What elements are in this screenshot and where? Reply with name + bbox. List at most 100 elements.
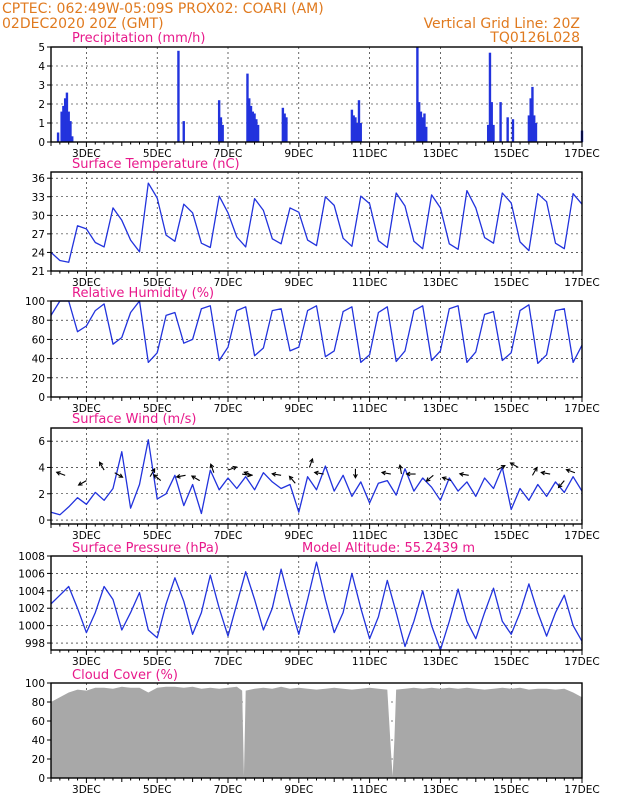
header-station: CPTEC: 062:49W-05:09S PROX02: COARI (AM) bbox=[2, 1, 324, 17]
precip-bar bbox=[423, 113, 426, 142]
wind-xtick-label: 15DEC bbox=[493, 530, 528, 542]
temp-xtick-label: 9DEC bbox=[284, 277, 313, 289]
header-model-id: TQ0126L028 bbox=[489, 30, 580, 46]
wind-arrow-shaft bbox=[442, 477, 452, 482]
temp-line bbox=[50, 182, 583, 263]
wind-arrow-head bbox=[441, 476, 447, 481]
pressure-ytick-label: 1008 bbox=[18, 551, 45, 563]
wind-arrow-head bbox=[509, 462, 515, 467]
pressure-frame bbox=[50, 555, 583, 651]
precip-bar bbox=[486, 124, 490, 142]
precip-bar bbox=[419, 111, 423, 142]
wind-arrow bbox=[152, 474, 162, 482]
wind-arrow-head bbox=[405, 471, 411, 477]
wind-arrow bbox=[175, 473, 186, 479]
precip-ytick-label: 2 bbox=[38, 99, 45, 111]
temp-title: Surface Temperature (nC) bbox=[72, 157, 240, 172]
wind-arrow bbox=[313, 470, 324, 476]
wind-ytick-label: 0 bbox=[38, 515, 45, 527]
precip-bar bbox=[531, 86, 534, 142]
precip-bar bbox=[248, 98, 251, 142]
wind-arrow-shaft bbox=[558, 480, 565, 488]
precip-bar bbox=[63, 98, 67, 142]
cloud-title: Cloud Cover (%) bbox=[72, 668, 178, 683]
model-altitude: Model Altitude: 55.2439 m bbox=[302, 541, 475, 556]
temp-panel: 21 24 27 30 33 36 3DEC 5DEC 7DEC 9DEC 11DEC 13DEC 15… bbox=[32, 171, 600, 289]
precip-bar bbox=[533, 115, 536, 142]
precip-bar bbox=[217, 100, 221, 142]
cloud-xtick-label: 17DEC bbox=[564, 784, 599, 796]
temp-xtick-label: 11DEC bbox=[352, 277, 387, 289]
precip-bar bbox=[56, 132, 60, 142]
wind-arrow bbox=[353, 468, 358, 479]
wind-xtick-label: 7DEC bbox=[214, 530, 243, 542]
precip-bar bbox=[359, 123, 362, 142]
precip-ytick-label: 3 bbox=[38, 80, 45, 92]
precip-ytick-label: 0 bbox=[38, 137, 45, 149]
wind-arrow-head bbox=[118, 473, 124, 478]
cloud-xtick-label: 15DEC bbox=[493, 784, 528, 796]
pressure-xtick-label: 11DEC bbox=[352, 656, 387, 668]
precip-bar bbox=[249, 105, 253, 142]
wind-arrow-shaft bbox=[78, 480, 87, 486]
humidity-xtick-label: 17DEC bbox=[564, 403, 599, 415]
humidity-ytick-label: 20 bbox=[32, 373, 45, 385]
cloud-xtick-label: 5DEC bbox=[143, 784, 172, 796]
wind-arrow-head bbox=[77, 481, 83, 486]
wind-arrow-head bbox=[99, 461, 104, 467]
wind-arrow-shaft bbox=[308, 458, 314, 468]
wind-arrow-head bbox=[243, 471, 249, 476]
wind-arrow bbox=[114, 472, 124, 478]
precip-bar bbox=[253, 113, 256, 142]
temp-ytick-label: 33 bbox=[32, 192, 45, 204]
precip-xtick-label: 15DEC bbox=[493, 148, 528, 160]
wind-ytick-label: 4 bbox=[38, 462, 45, 474]
cloud-panel: 0 20 40 60 80 100 3DEC 5DEC 7DEC 9DEC 11DEC 13DEC 15… bbox=[25, 678, 600, 796]
precip-bar bbox=[354, 117, 357, 142]
wind-arrow bbox=[380, 470, 391, 476]
header-date: 02DEC2020 20Z (GMT) bbox=[2, 16, 164, 32]
wind-arrow-shaft bbox=[99, 462, 105, 471]
pressure-ytick-label: 1004 bbox=[18, 586, 45, 598]
precip-xtick-label: 7DEC bbox=[214, 148, 243, 160]
precip-bar bbox=[62, 105, 65, 142]
precip-bar bbox=[425, 126, 428, 142]
precip-bar bbox=[71, 136, 74, 142]
humidity-xtick-label: 13DEC bbox=[423, 403, 458, 415]
wind-arrow-shaft bbox=[426, 474, 434, 482]
cloud-xtick-label: 11DEC bbox=[352, 784, 387, 796]
cloud-xtick-label: 13DEC bbox=[423, 784, 458, 796]
precip-bar bbox=[177, 50, 180, 142]
cloud-xtick-label: 7DEC bbox=[214, 784, 243, 796]
wind-arrow bbox=[565, 468, 576, 474]
wind-arrow bbox=[99, 461, 105, 471]
precip-bar bbox=[417, 102, 421, 142]
header-grid-note: Vertical Grid Line: 20Z bbox=[424, 16, 580, 32]
plots-layer: 0 1 2 3 4 5 3DEC 5DEC 7DEC 9DEC 11DEC 13DEC 15DEC 17D… bbox=[18, 42, 599, 796]
wind-arrow-head bbox=[353, 473, 358, 479]
temp-xtick-label: 3DEC bbox=[72, 277, 101, 289]
temp-frame bbox=[50, 171, 583, 272]
humidity-xtick-label: 9DEC bbox=[284, 403, 313, 415]
temp-xtick-label: 13DEC bbox=[423, 277, 458, 289]
humidity-ytick-label: 100 bbox=[25, 296, 45, 308]
wind-arrow-head bbox=[425, 477, 431, 482]
wind-arrow-shaft bbox=[191, 475, 200, 482]
wind-arrow bbox=[441, 476, 452, 482]
wind-arrow-head bbox=[55, 471, 61, 476]
wind-arrow-head bbox=[565, 468, 571, 474]
precip-bar bbox=[506, 117, 509, 142]
humidity-panel: 0 20 40 60 80 100 3DEC 5DEC 7DEC 9DEC 11DEC 13DEC 15… bbox=[25, 296, 600, 415]
precip-ytick-label: 1 bbox=[38, 118, 45, 130]
humidity-xtick-label: 11DEC bbox=[352, 403, 387, 415]
humidity-ytick-label: 60 bbox=[32, 334, 45, 346]
precip-title: Precipitation (mm/h) bbox=[72, 31, 205, 46]
wind-title: Surface Wind (m/s) bbox=[72, 412, 196, 427]
wind-arrow bbox=[243, 471, 253, 476]
pressure-ytick-label: 1006 bbox=[18, 568, 45, 580]
wind-arrow bbox=[271, 471, 282, 477]
wind-xtick-label: 11DEC bbox=[352, 530, 387, 542]
pressure-ytick-label: 1002 bbox=[18, 603, 45, 615]
wind-arrow bbox=[190, 475, 200, 482]
precip-xtick-label: 5DEC bbox=[143, 148, 172, 160]
